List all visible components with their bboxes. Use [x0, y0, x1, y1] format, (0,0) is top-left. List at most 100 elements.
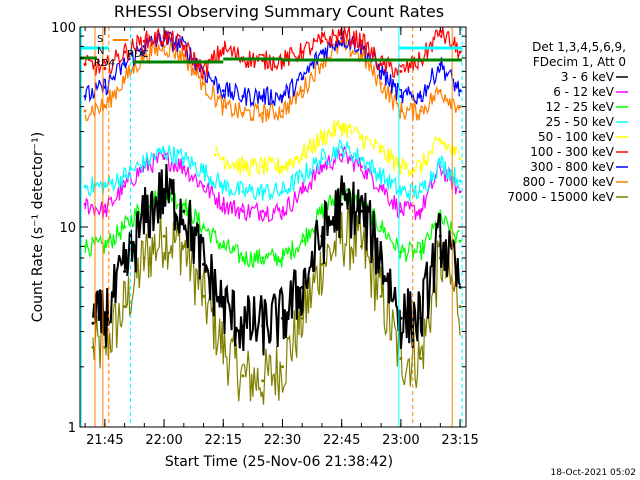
x-tick-label: 23:00 — [382, 433, 419, 448]
data-point — [281, 94, 284, 98]
data-point — [438, 161, 442, 165]
data-point — [123, 184, 127, 188]
data-point — [241, 190, 245, 194]
data-point — [438, 62, 442, 66]
data-point — [162, 149, 166, 153]
data-point — [359, 39, 363, 43]
legend-label: 100 - 300 keV — [530, 145, 614, 159]
data-point — [182, 202, 186, 206]
data-point — [202, 294, 205, 298]
series-line-25-50-keV — [84, 138, 460, 202]
data-point — [281, 165, 284, 169]
data-point — [300, 285, 304, 289]
data-point — [91, 321, 95, 325]
data-point — [202, 69, 205, 73]
flag-label-s: S — [97, 34, 103, 45]
data-point — [162, 34, 166, 38]
data-point — [458, 190, 462, 194]
data-point — [379, 225, 383, 229]
data-point — [221, 89, 225, 93]
data-point — [419, 190, 423, 194]
data-point — [83, 184, 87, 188]
data-point — [103, 244, 107, 248]
data-point — [83, 202, 87, 206]
data-point — [142, 256, 146, 260]
data-point — [162, 157, 166, 160]
data-point — [241, 324, 245, 328]
data-point — [221, 305, 225, 309]
data-point — [399, 209, 403, 213]
data-point — [320, 209, 324, 213]
data-point — [438, 30, 442, 33]
axis-layer: 1 10 100 21:45 22:00 22:15 22:30 22:45 23:00 23:1… — [51, 21, 479, 448]
legend-header-line-1: Det 1,3,4,5,6,9, — [532, 40, 626, 54]
plot-timestamp: 18-Oct-2021 05:02 — [551, 468, 636, 478]
data-point — [399, 190, 403, 194]
data-point — [241, 256, 245, 260]
data-point — [162, 190, 166, 194]
data-point — [399, 69, 403, 73]
data-point — [458, 239, 462, 243]
data-point — [300, 153, 304, 157]
data-point — [123, 225, 127, 229]
data-point — [123, 269, 127, 273]
data-point — [399, 250, 403, 254]
data-point — [221, 244, 225, 248]
data-point — [103, 184, 107, 188]
data-point — [202, 262, 205, 266]
data-point — [83, 62, 87, 66]
data-point — [261, 379, 265, 383]
data-point — [281, 209, 284, 213]
legend-label: 300 - 800 keV — [530, 160, 614, 174]
data-point — [419, 316, 423, 320]
legend-label: 3 - 6 keV — [561, 70, 615, 84]
data-point — [300, 239, 304, 243]
data-point — [399, 357, 403, 360]
data-point — [379, 69, 383, 73]
data-point — [359, 136, 363, 140]
legend-label: 7000 - 15000 keV — [507, 190, 614, 204]
data-point — [142, 54, 146, 57]
data-point — [300, 77, 304, 81]
data-point — [281, 365, 284, 369]
data-point — [458, 305, 462, 309]
data-point — [103, 316, 107, 320]
data-point — [221, 157, 225, 160]
data-point — [359, 54, 363, 57]
chart-title: RHESSI Observing Summary Count Rates — [114, 2, 444, 21]
data-point — [419, 250, 423, 254]
data-point — [142, 39, 146, 43]
data-point — [438, 234, 442, 238]
data-point — [103, 209, 107, 213]
flag-label-n: N — [97, 46, 104, 57]
data-point — [438, 89, 442, 93]
data-point — [399, 94, 403, 98]
data-point — [103, 85, 107, 89]
data-point — [281, 316, 284, 320]
data-point — [182, 54, 186, 57]
series-line-100-300-keV — [84, 26, 460, 80]
legend-label: 12 - 25 keV — [546, 100, 615, 114]
data-point — [300, 190, 304, 194]
legend-label: 25 - 50 keV — [546, 115, 615, 129]
data-point — [379, 184, 383, 188]
data-point — [162, 234, 166, 238]
series-4 — [213, 120, 462, 179]
data-point — [399, 316, 403, 320]
data-point — [320, 262, 324, 266]
series-line-6-12-keV — [84, 145, 460, 223]
data-point — [300, 174, 304, 178]
y-axis-label: Count Rate (s⁻¹ detector⁻¹) — [30, 132, 46, 322]
data-point — [83, 109, 87, 113]
data-point — [241, 94, 245, 98]
data-point — [281, 109, 284, 113]
data-point — [202, 82, 205, 86]
data-point — [83, 94, 87, 98]
data-point — [202, 169, 205, 173]
data-point — [261, 209, 265, 213]
legend: Det 1,3,4,5,6,9, FDecim 1, Att 0 3 - 6 k… — [507, 40, 628, 204]
flag-label-rdc: RDC — [127, 49, 149, 60]
data-point — [340, 124, 344, 128]
x-tick-label: 21:45 — [86, 433, 123, 448]
